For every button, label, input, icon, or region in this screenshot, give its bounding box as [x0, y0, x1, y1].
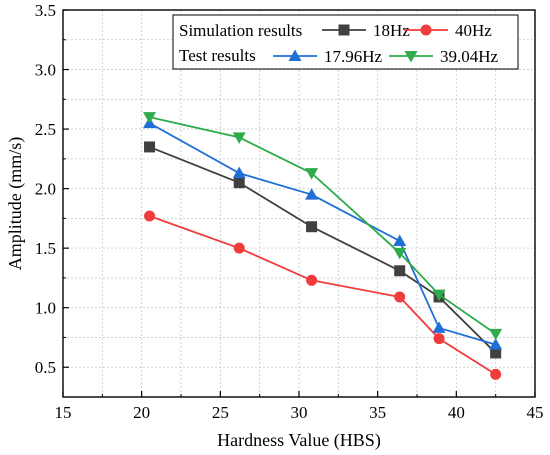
series-line — [149, 146, 497, 354]
legend-box — [172, 14, 519, 70]
series-line — [149, 116, 497, 335]
data-point — [489, 328, 503, 341]
y-tick-label: 1.5 — [35, 239, 56, 258]
x-tick-label: 35 — [369, 403, 386, 422]
series-18Hz — [144, 141, 502, 359]
x-tick-label: 45 — [527, 403, 544, 422]
data-point — [490, 368, 502, 380]
y-tick-label: 3.5 — [35, 1, 56, 20]
grid — [63, 10, 535, 397]
legend-entry-18Hz: 18Hz — [322, 21, 410, 40]
series-line — [149, 215, 497, 376]
y-tick-label: 1.0 — [35, 299, 56, 318]
x-tick-label: 40 — [448, 403, 465, 422]
legend: Simulation results Test results 18Hz 40Hz… — [172, 14, 519, 70]
data-point — [432, 321, 446, 333]
legend-label: 40Hz — [455, 21, 492, 40]
legend-entry-17.96Hz: 17.96Hz — [273, 47, 383, 66]
data-point — [232, 132, 246, 144]
legend-marker — [420, 24, 432, 36]
legend-group-simulation: Simulation results — [179, 21, 302, 40]
x-tick-label: 25 — [212, 403, 229, 422]
data-point — [490, 347, 502, 359]
y-tick-label: 2.0 — [35, 180, 56, 199]
data-point — [144, 141, 156, 153]
data-point — [432, 289, 446, 302]
y-axis-label: Amplitude (mm/s) — [5, 137, 26, 271]
x-tick-label: 30 — [291, 403, 308, 422]
legend-entry-40Hz: 40Hz — [404, 21, 492, 40]
data-point — [305, 188, 319, 200]
data-point — [233, 242, 245, 254]
data-point — [232, 166, 246, 179]
series-line — [149, 122, 496, 346]
data-point — [394, 265, 406, 277]
y-tick-label: 3.0 — [35, 61, 56, 80]
legend-marker — [404, 51, 418, 63]
data-point — [306, 274, 318, 286]
x-axis-label: Hardness Value (HBS) — [217, 430, 381, 451]
legend-label: 39.04Hz — [440, 47, 499, 66]
series-layer — [143, 112, 503, 380]
series-39.04Hz — [143, 112, 503, 341]
legend-marker — [288, 49, 302, 61]
data-point — [305, 168, 319, 180]
data-point — [393, 247, 407, 260]
data-point — [433, 333, 445, 345]
legend-label: 17.96Hz — [324, 47, 383, 66]
data-point — [393, 234, 407, 247]
legend-marker — [338, 24, 350, 36]
legend-group-test: Test results — [179, 46, 256, 65]
y-tick-label: 0.5 — [35, 358, 56, 377]
x-tick-label: 15 — [55, 403, 72, 422]
data-point — [233, 177, 245, 189]
data-point — [143, 112, 157, 124]
legend-entries: 18Hz 40Hz 17.96Hz 39.04Hz — [273, 21, 499, 66]
axis-ticks: 15 20 25 30 35 40 45 0.5 1.0 1.5 2.0 2.5 3.0 3.5 — [35, 1, 544, 422]
legend-entry-39.04Hz: 39.04Hz — [389, 47, 499, 66]
x-tick-label: 20 — [133, 403, 150, 422]
data-point — [144, 210, 156, 222]
data-point — [394, 291, 406, 303]
series-40Hz — [144, 210, 502, 380]
legend-label: 18Hz — [373, 21, 410, 40]
y-tick-label: 2.5 — [35, 120, 56, 139]
data-point — [489, 338, 503, 350]
data-point — [306, 221, 318, 233]
